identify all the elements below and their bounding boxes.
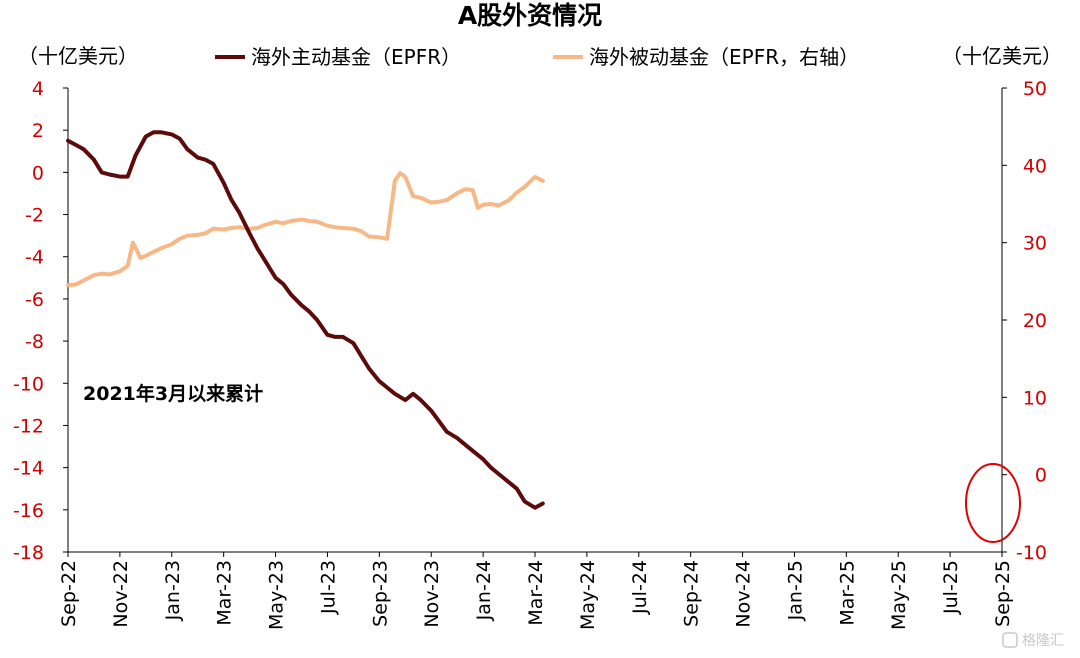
series-line-passive-funds	[66, 171, 545, 288]
right-tick-label: 20	[1023, 310, 1047, 332]
x-tick-label: Jan-23	[162, 560, 184, 621]
watermark: 格隆汇	[1002, 632, 1064, 649]
watermark-logo-icon	[1002, 632, 1018, 648]
right-axis-unit: （十亿美元）	[942, 44, 1062, 68]
legend-label-passive: 海外被动基金（EPFR，右轴）	[589, 45, 859, 69]
legend: 海外主动基金（EPFR） 海外被动基金（EPFR，右轴）	[215, 45, 859, 69]
x-tick-label: Sep-23	[369, 560, 391, 627]
right-tick-label: -10	[1016, 542, 1047, 564]
left-tick-label: 0	[32, 162, 44, 184]
left-tick-label: -12	[13, 415, 44, 437]
x-tick-label: Mar-24	[525, 560, 547, 626]
left-tick-label: -2	[25, 205, 44, 227]
x-tick-label: May-25	[888, 560, 910, 630]
x-tick-label: Jul-24	[629, 560, 651, 615]
right-tick-label: 30	[1023, 233, 1047, 255]
highlight-circle	[965, 463, 1021, 543]
x-tick-label: Nov-23	[421, 560, 443, 628]
left-tick-label: -6	[25, 289, 44, 311]
watermark-text: 格隆汇	[1022, 633, 1064, 649]
x-tick-label: Jan-25	[784, 560, 806, 621]
x-tick-label: Mar-23	[214, 560, 236, 626]
left-axis-unit: （十亿美元）	[18, 44, 138, 68]
series-layer	[66, 130, 545, 510]
x-tick-label: Mar-25	[836, 560, 858, 626]
left-tick-label: -4	[25, 247, 44, 269]
x-tick-label: May-24	[577, 560, 599, 630]
x-tick-label: Jan-24	[473, 560, 495, 621]
x-tick-label: Nov-24	[733, 560, 755, 628]
x-tick-label: Sep-22	[58, 560, 80, 627]
annotation-text: 2021年3月以来累计	[83, 382, 263, 405]
x-tick-label: May-23	[266, 560, 288, 630]
right-axis: 50 40 30 20 10 0 -10	[1001, 78, 1047, 564]
left-tick-label: -18	[13, 542, 44, 564]
legend-label-active: 海外主动基金（EPFR）	[251, 45, 461, 69]
right-tick-label: 50	[1023, 78, 1047, 100]
x-tick-label: Sep-24	[681, 560, 703, 627]
left-tick-label: -8	[25, 331, 44, 353]
left-tick-label: 4	[32, 78, 44, 100]
x-tick-label: Sep-25	[992, 560, 1014, 627]
left-tick-label: 2	[32, 120, 44, 142]
left-tick-label: -16	[13, 500, 44, 522]
series-line-active-funds	[66, 130, 545, 510]
chart-title: A股外资情况	[458, 1, 602, 30]
x-axis: Sep-22 Nov-22 Jan-23 Mar-23 May-23 Jul-23 Sep-…	[58, 551, 1014, 630]
x-tick-label: Nov-22	[110, 560, 132, 628]
left-tick-label: -10	[13, 373, 44, 395]
x-tick-label: Jul-25	[940, 560, 962, 615]
x-tick-label: Jul-23	[317, 560, 339, 615]
left-tick-label: -14	[13, 458, 44, 480]
right-tick-label: 10	[1023, 387, 1047, 409]
right-tick-label: 40	[1023, 155, 1047, 177]
right-tick-label: 0	[1035, 465, 1047, 487]
left-axis: 4 2 0 -2 -4 -6 -8 -10 -12 -14 -16 -18	[13, 78, 69, 564]
